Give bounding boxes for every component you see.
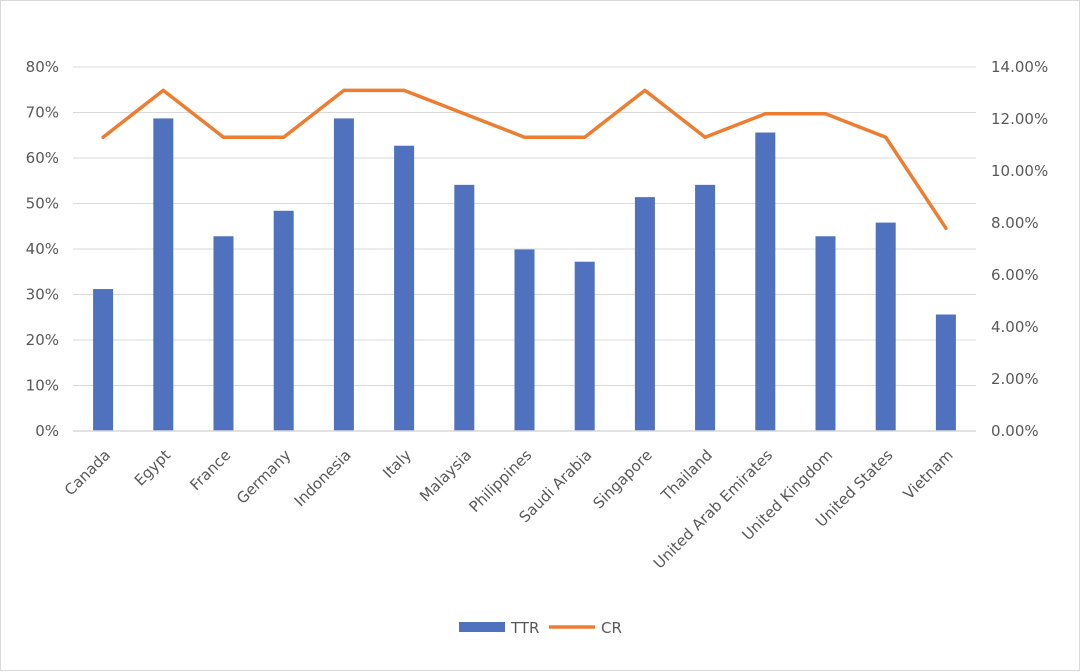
point-cr (763, 112, 767, 116)
point-cr (462, 112, 466, 116)
legend: TTR CR (459, 619, 622, 637)
left-tick-label: 40% (26, 240, 59, 258)
legend-cr-label: CR (601, 619, 622, 637)
bar-ttr (273, 210, 294, 431)
bar-ttr (875, 222, 896, 431)
left-tick-label: 10% (26, 377, 59, 395)
point-cr (522, 135, 527, 139)
category-label: Indonesia (291, 446, 355, 510)
category-label: Italy (379, 446, 415, 482)
left-axis-ticks: 0% 10% 20% 30% 40% 50% 60% 70% 80% (26, 58, 59, 440)
bar-ttr (755, 132, 776, 431)
bar-ttr (454, 184, 475, 431)
point-cr (703, 135, 707, 139)
point-cr (583, 135, 587, 139)
point-cr (282, 135, 286, 139)
point-cr (944, 226, 948, 230)
bar-ttr (93, 289, 114, 431)
right-tick-label: 2.00% (991, 370, 1039, 388)
left-tick-label: 0% (35, 422, 59, 440)
bar-ttr (153, 118, 174, 431)
right-tick-label: 10.00% (991, 162, 1048, 180)
right-tick-label: 4.00% (991, 318, 1039, 336)
point-cr (402, 88, 406, 92)
right-tick-label: 6.00% (991, 266, 1039, 284)
category-label: Canada (61, 446, 114, 499)
right-tick-label: 0.00% (991, 422, 1039, 440)
category-label: France (186, 446, 234, 494)
line-cr (101, 88, 948, 230)
left-tick-label: 80% (26, 58, 59, 76)
left-tick-label: 20% (26, 331, 59, 349)
category-label: Singapore (589, 446, 655, 512)
ttr-bars (93, 118, 956, 431)
bar-ttr (634, 197, 655, 431)
bar-ttr (695, 184, 716, 431)
right-tick-label: 14.00% (991, 58, 1048, 76)
bar-ttr (394, 145, 415, 431)
left-tick-label: 30% (26, 286, 59, 304)
point-cr (221, 135, 226, 139)
point-cr (884, 135, 888, 139)
bar-ttr (574, 261, 595, 431)
bar-ttr (935, 314, 956, 431)
category-label: Vietnam (900, 446, 957, 503)
legend-ttr-label: TTR (510, 619, 539, 637)
category-label: Egypt (131, 446, 174, 489)
left-tick-label: 60% (26, 149, 59, 167)
left-tick-label: 50% (26, 195, 59, 213)
right-axis-ticks: 0.00% 2.00% 4.00% 6.00% 8.00% 10.00% 12.00% 14.… (991, 58, 1048, 440)
category-label: Thailand (657, 446, 716, 505)
point-cr (643, 88, 647, 92)
bar-ttr (213, 236, 234, 431)
bar-ttr (815, 236, 836, 431)
point-cr (823, 112, 828, 116)
category-label: Malaysia (416, 446, 475, 505)
cr-line-series (101, 88, 948, 230)
point-cr (101, 135, 105, 139)
legend-ttr-swatch (459, 622, 505, 632)
bar-ttr (514, 249, 535, 431)
category-label: Germany (233, 446, 295, 508)
bar-ttr (333, 118, 354, 431)
category-label: United Arab Emirates (650, 446, 776, 572)
point-cr (161, 88, 165, 92)
right-tick-label: 12.00% (991, 110, 1048, 128)
left-tick-label: 70% (26, 104, 59, 122)
point-cr (342, 88, 346, 92)
right-tick-label: 8.00% (991, 214, 1039, 232)
